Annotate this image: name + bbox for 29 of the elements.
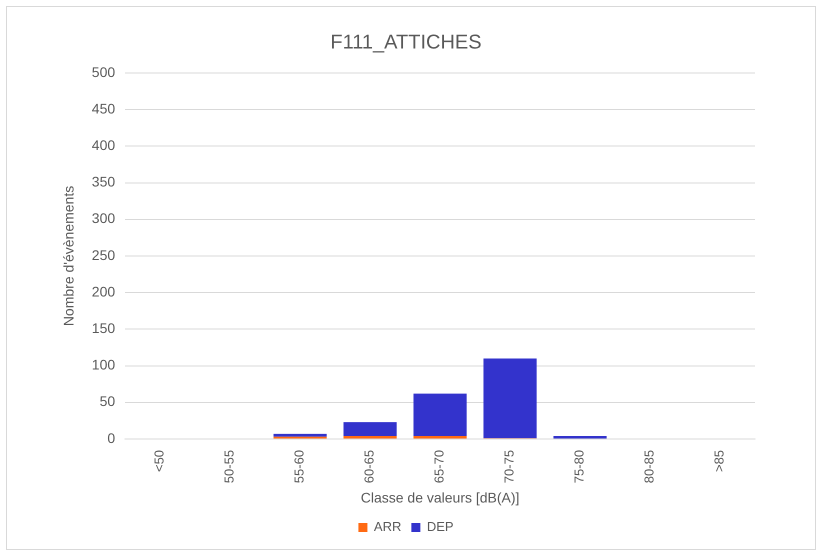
legend-label: DEP xyxy=(426,519,454,534)
y-tick-label: 400 xyxy=(92,137,116,154)
bar xyxy=(483,358,537,438)
bar xyxy=(274,434,327,437)
bar xyxy=(344,422,397,436)
y-tick-label: 200 xyxy=(92,283,116,300)
y-tick-label: 250 xyxy=(92,246,116,263)
y-tick-label: 0 xyxy=(107,430,116,446)
x-axis-title: Classe de valeurs [dB(A)] xyxy=(360,489,520,506)
x-tick-label: 70-75 xyxy=(502,450,517,484)
y-tick-label: 350 xyxy=(92,174,116,190)
y-tick-label: 100 xyxy=(92,356,116,373)
y-tick-label: 300 xyxy=(92,210,116,226)
y-tick-label: 500 xyxy=(92,64,116,80)
y-tick-label: 50 xyxy=(100,393,116,410)
x-tick-label: 65-70 xyxy=(432,450,447,484)
y-tick-label: 450 xyxy=(92,100,116,116)
legend-label: ARR xyxy=(374,519,402,534)
bar xyxy=(413,394,467,436)
y-axis-title: Nombre d'évènements xyxy=(60,186,76,326)
x-tick-label: 50-55 xyxy=(222,450,237,484)
y-tick-label: 150 xyxy=(92,320,116,336)
x-tick-label: >85 xyxy=(712,450,727,472)
x-tick-label: 80-85 xyxy=(642,450,657,484)
x-tick-label: 55-60 xyxy=(292,450,307,484)
x-tick-label: 75-80 xyxy=(572,450,587,484)
x-tick-label: <50 xyxy=(152,450,167,472)
x-tick-label: 60-65 xyxy=(362,450,377,484)
chart-title: F111_ATTICHES xyxy=(330,32,482,54)
